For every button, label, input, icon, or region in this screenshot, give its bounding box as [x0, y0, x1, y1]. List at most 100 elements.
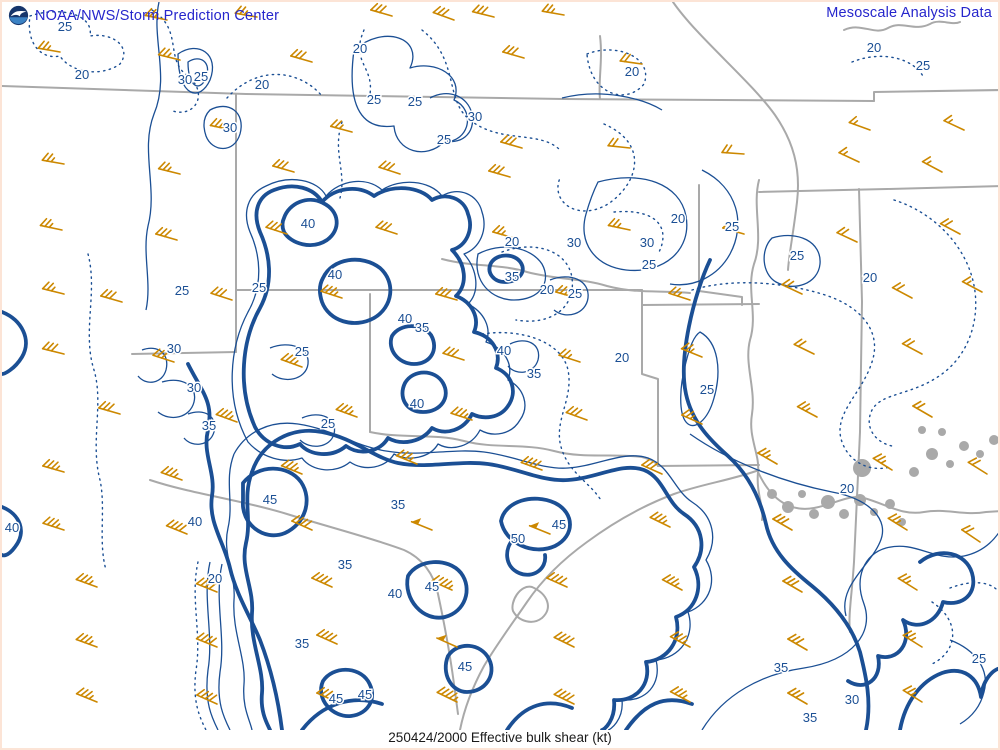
contour-label: 35	[774, 660, 788, 675]
wind-barb-icon	[887, 513, 908, 531]
wind-barb-icon	[42, 458, 65, 473]
wind-barb-icon	[902, 630, 923, 648]
wind-barb-icon	[555, 284, 578, 299]
wind-barb-icon	[450, 406, 473, 421]
wind-barb-icon	[75, 572, 98, 588]
wind-barb-icon	[316, 686, 338, 703]
contour-label: 25	[642, 257, 656, 272]
noaa-logo-icon[interactable]	[8, 5, 29, 26]
wind-barb-icon	[838, 146, 860, 163]
wind-barb-icon	[291, 514, 313, 531]
contour-label: 40	[398, 311, 412, 326]
contour-label: 20	[615, 350, 629, 365]
wind-barb-icon	[836, 226, 858, 243]
contour-label: 35	[391, 497, 405, 512]
contour-label: 20	[505, 234, 519, 249]
contour-label: 45	[552, 517, 566, 532]
wind-barb-icon	[378, 160, 401, 175]
contour-label: 30	[640, 235, 654, 250]
wind-barb-icon	[234, 5, 258, 18]
contour-label: 20	[840, 481, 854, 496]
wind-barb-icon	[553, 688, 575, 705]
wind-barb-icon	[500, 134, 523, 149]
wind-barb-icon	[901, 338, 923, 355]
wind-barb-icon	[431, 574, 454, 591]
wind-barbs-layer	[37, 2, 988, 705]
wind-barb-icon	[669, 686, 691, 703]
contour-label: 20	[625, 64, 639, 79]
wind-barb-icon	[165, 519, 188, 535]
wind-barb-icon	[607, 137, 631, 149]
wind-barb-icon	[943, 114, 965, 131]
wind-barb-icon	[432, 5, 455, 21]
wind-barb-icon	[721, 144, 745, 155]
contour-label: 25	[972, 651, 986, 666]
wind-barb-icon	[442, 346, 465, 361]
state-borders-layer	[2, 2, 998, 730]
wind-barb-icon	[210, 286, 233, 301]
wind-barb-icon	[316, 628, 338, 645]
wind-barb-icon	[42, 516, 65, 531]
contour-label: 25	[295, 344, 309, 359]
wind-barb-icon	[290, 48, 313, 63]
contour-label: 20	[255, 77, 269, 92]
wind-barb-icon	[370, 2, 393, 17]
contour-label: 25	[408, 94, 422, 109]
wind-barb-icon	[265, 220, 288, 235]
site-title[interactable]: NOAA/NWS/Storm Prediction Center	[35, 7, 280, 24]
wind-barb-icon	[329, 119, 353, 133]
wind-barb-icon	[39, 217, 63, 231]
wind-barb-icon	[152, 348, 175, 363]
contour-label: 25	[367, 92, 381, 107]
wind-barb-icon	[669, 631, 691, 648]
wind-barb-icon	[528, 522, 551, 535]
wind-barb-icon	[782, 575, 803, 593]
contours-thick-layer	[2, 184, 998, 730]
wind-barb-icon	[375, 220, 398, 235]
contour-label: 25	[916, 58, 930, 73]
wind-barb-icon	[41, 152, 65, 165]
wind-barb-icon	[410, 518, 433, 531]
contour-label: 50	[511, 531, 525, 546]
contour-label: 35	[803, 710, 817, 725]
wind-barb-icon	[722, 220, 745, 235]
wind-barb-icon	[272, 158, 295, 173]
wind-barb-icon	[793, 338, 815, 355]
contour-label: 25	[58, 19, 72, 34]
wind-barb-icon	[781, 278, 803, 295]
contour-label: 40	[301, 216, 315, 231]
wind-barb-icon	[320, 284, 343, 299]
wind-barb-icon	[796, 401, 818, 418]
wind-barb-icon	[787, 633, 808, 651]
wind-barb-icon	[436, 686, 459, 703]
wind-barb-icon	[280, 352, 303, 368]
wind-barb-icon	[546, 571, 568, 588]
contour-label: 35	[527, 366, 541, 381]
wind-barb-icon	[41, 341, 65, 355]
wind-barb-icon	[435, 286, 458, 301]
wind-barb-icon	[98, 400, 121, 415]
wind-barb-icon	[280, 459, 303, 475]
wind-barb-icon	[558, 348, 581, 363]
wind-barb-icon	[680, 342, 703, 358]
wind-barb-icon	[967, 457, 988, 475]
wind-barb-icon	[37, 40, 61, 53]
wind-barb-icon	[661, 574, 683, 591]
wind-barb-icon	[891, 282, 913, 299]
wind-barb-icon	[75, 632, 98, 648]
wind-barb-icon	[144, 7, 168, 21]
wind-barb-icon	[157, 47, 181, 61]
wind-barb-icon	[196, 688, 218, 705]
wind-barb-icon	[155, 226, 178, 241]
map-container: 25 20 20 30 25 20 30 25 25 30 25 20 20 25 40 20 30 30 25 20…	[2, 2, 998, 730]
wind-barb-icon	[681, 408, 703, 425]
wind-barb-icon	[520, 455, 543, 471]
contour-label: 25	[725, 219, 739, 234]
wind-barb-icon	[209, 117, 233, 131]
wind-barb-icon	[100, 288, 123, 303]
contour-label: 25	[194, 69, 208, 84]
wind-barb-icon	[471, 4, 495, 18]
wind-barb-icon	[897, 573, 918, 591]
